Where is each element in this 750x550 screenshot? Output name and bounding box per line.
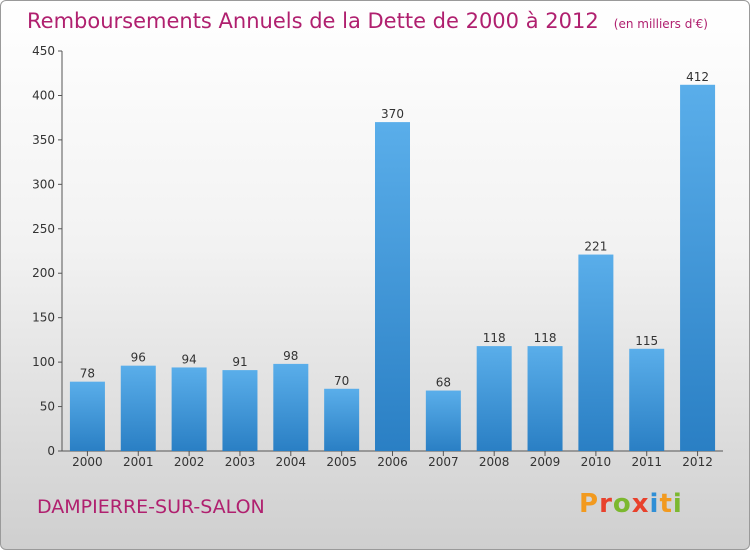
x-tick-label: 2006 bbox=[377, 455, 408, 469]
value-label-2001: 96 bbox=[131, 351, 146, 365]
value-labels: 78 96 94 91 98 70 370 68 118 118 221 115 412 bbox=[80, 70, 709, 390]
bar-2009 bbox=[527, 346, 563, 451]
x-tick-label: 2010 bbox=[581, 455, 612, 469]
y-tick-label: 50 bbox=[40, 400, 55, 414]
y-tick-label: 250 bbox=[32, 222, 55, 236]
bar-2001 bbox=[120, 365, 156, 451]
bar-2010 bbox=[578, 254, 614, 451]
bar-2005 bbox=[324, 388, 360, 451]
y-tick-label: 100 bbox=[32, 355, 55, 369]
bar-2003 bbox=[222, 370, 258, 451]
bar-2012 bbox=[680, 84, 716, 452]
x-tick-label: 2004 bbox=[276, 455, 307, 469]
x-tick-label: 2007 bbox=[428, 455, 459, 469]
brand-letter: i bbox=[649, 489, 660, 519]
value-label-2004: 98 bbox=[283, 349, 298, 363]
value-label-2012: 412 bbox=[686, 70, 709, 84]
axes: 0 50 100 150 200 250 300 350 400 450 2000 2001 2002 2… bbox=[32, 44, 723, 469]
y-tick-label: 150 bbox=[32, 311, 55, 325]
value-label-2002: 94 bbox=[181, 352, 196, 366]
bar-2004 bbox=[273, 363, 309, 451]
x-tick-label: 2009 bbox=[530, 455, 561, 469]
brand-letter: x bbox=[631, 489, 650, 519]
value-label-2003: 91 bbox=[232, 355, 247, 369]
x-tick-label: 2008 bbox=[479, 455, 510, 469]
value-label-2005: 70 bbox=[334, 374, 349, 388]
y-tick-label: 350 bbox=[32, 133, 55, 147]
y-tick-label: 0 bbox=[47, 444, 55, 458]
bar-2008 bbox=[476, 346, 512, 451]
value-label-2007: 68 bbox=[436, 376, 451, 390]
bar-2000 bbox=[69, 381, 105, 451]
bar-2002 bbox=[171, 367, 207, 451]
brand-letter: r bbox=[599, 489, 613, 519]
value-label-2008: 118 bbox=[483, 331, 506, 345]
title-row: Remboursements Annuels de la Dette de 20… bbox=[27, 9, 708, 33]
bar-2006 bbox=[375, 122, 410, 451]
y-tick-label: 300 bbox=[32, 177, 55, 191]
y-tick-label: 450 bbox=[32, 44, 55, 58]
bars bbox=[69, 84, 716, 452]
commune-name: DAMPIERRE-SUR-SALON bbox=[37, 496, 265, 518]
brand-letter: P bbox=[579, 489, 600, 519]
bar-2007 bbox=[425, 390, 461, 451]
x-tick-label: 2012 bbox=[682, 455, 713, 469]
x-tick-label: 2011 bbox=[631, 455, 662, 469]
x-tick-label: 2003 bbox=[225, 455, 256, 469]
brand-letter: o bbox=[612, 489, 632, 519]
x-tick-label: 2001 bbox=[123, 455, 154, 469]
brand-letter: i bbox=[672, 489, 683, 519]
x-tick-label: 2005 bbox=[326, 455, 357, 469]
y-tick-label: 400 bbox=[32, 88, 55, 102]
chart-title: Remboursements Annuels de la Dette de 20… bbox=[27, 9, 599, 33]
x-tick-label: 2000 bbox=[72, 455, 103, 469]
value-label-2000: 78 bbox=[80, 367, 95, 381]
value-label-2010: 221 bbox=[584, 240, 607, 254]
value-label-2006: 370 bbox=[381, 107, 404, 121]
bar-2011 bbox=[629, 348, 665, 451]
value-label-2011: 115 bbox=[635, 334, 658, 348]
brand-letter: t bbox=[659, 489, 673, 519]
proxiti-logo: Proxiti bbox=[579, 489, 683, 519]
y-tick-label: 200 bbox=[32, 266, 55, 280]
value-label-2009: 118 bbox=[534, 331, 557, 345]
x-tick-label: 2002 bbox=[174, 455, 205, 469]
chart-subtitle: (en milliers d'€) bbox=[613, 17, 708, 31]
